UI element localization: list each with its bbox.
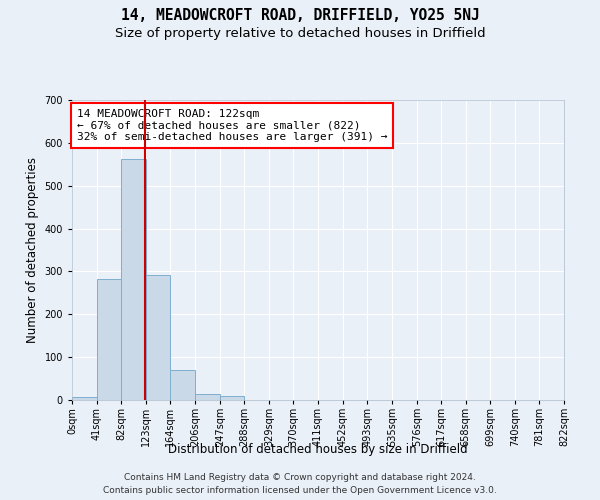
Text: 14, MEADOWCROFT ROAD, DRIFFIELD, YO25 5NJ: 14, MEADOWCROFT ROAD, DRIFFIELD, YO25 5N… bbox=[121, 8, 479, 22]
Text: Distribution of detached houses by size in Driffield: Distribution of detached houses by size … bbox=[168, 442, 468, 456]
Text: Size of property relative to detached houses in Driffield: Size of property relative to detached ho… bbox=[115, 28, 485, 40]
Bar bbox=[97, 278, 121, 400]
Bar bbox=[170, 370, 195, 400]
Y-axis label: Number of detached properties: Number of detached properties bbox=[26, 157, 39, 343]
Bar bbox=[72, 396, 97, 400]
Text: 14 MEADOWCROFT ROAD: 122sqm
← 67% of detached houses are smaller (822)
32% of se: 14 MEADOWCROFT ROAD: 122sqm ← 67% of det… bbox=[77, 109, 388, 142]
Bar bbox=[146, 275, 170, 400]
Bar bbox=[220, 396, 244, 400]
Bar bbox=[195, 394, 220, 400]
Bar bbox=[121, 158, 146, 400]
Text: Contains HM Land Registry data © Crown copyright and database right 2024.
Contai: Contains HM Land Registry data © Crown c… bbox=[103, 473, 497, 495]
